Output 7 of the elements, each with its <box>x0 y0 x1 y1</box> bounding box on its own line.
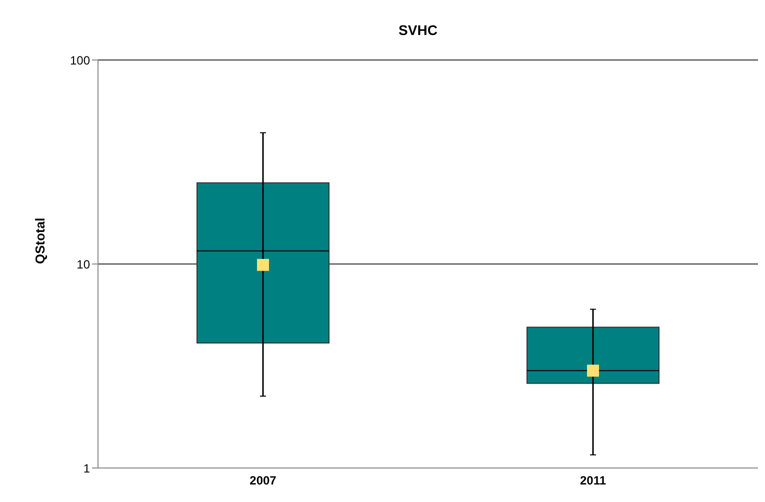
y-tick-label: 100 <box>70 53 90 68</box>
x-tick-label: 2007 <box>250 474 277 488</box>
y-axis-title: QStotal <box>32 218 48 264</box>
x-tick-label: 2011 <box>580 474 606 488</box>
chart-title: SVHC <box>398 22 438 38</box>
y-tick-label: 10 <box>76 257 90 272</box>
y-tick-label: 1 <box>83 461 90 476</box>
